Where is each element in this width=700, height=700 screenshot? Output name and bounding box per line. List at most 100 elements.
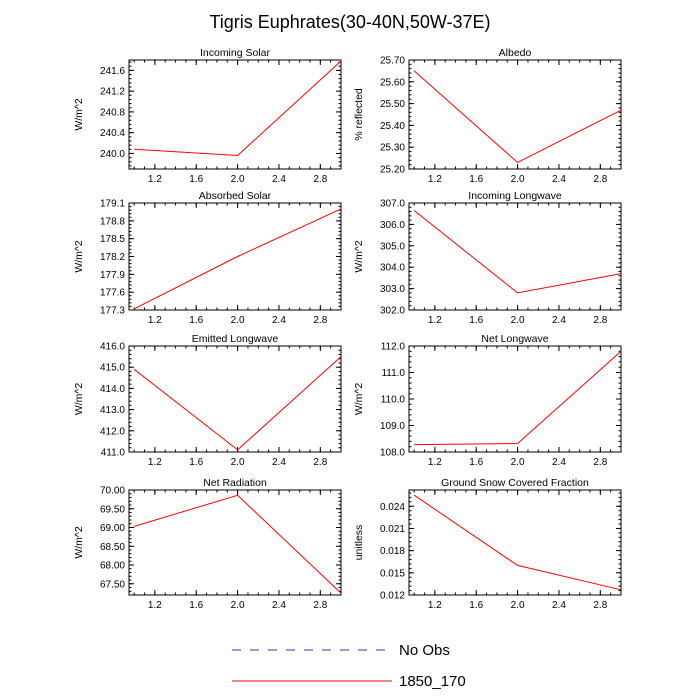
x-tick-label: 2.8 bbox=[313, 174, 327, 185]
panel-title: Ground Snow Covered Fraction bbox=[441, 477, 589, 489]
panel-title: Incoming Solar bbox=[200, 47, 271, 59]
y-axis-label: W/m^2 bbox=[353, 240, 365, 273]
x-tick-label: 2.8 bbox=[593, 457, 607, 468]
x-tick-label: 2.0 bbox=[511, 600, 525, 611]
x-tick-label: 2.0 bbox=[511, 315, 525, 326]
x-tick-label: 1.2 bbox=[148, 457, 162, 468]
y-axis-label: unitless bbox=[353, 525, 365, 561]
x-tick-label: 1.2 bbox=[428, 600, 442, 611]
x-tick-label: 1.2 bbox=[148, 174, 162, 185]
x-tick-label: 2.4 bbox=[552, 457, 566, 468]
y-tick-label: 240.4 bbox=[100, 128, 125, 139]
plot-frame bbox=[128, 59, 342, 170]
x-tick-label: 1.2 bbox=[428, 315, 442, 326]
panel-incoming-longwave: Incoming Longwave W/m^2 1.2 1.6 2.0 2.4 2.8 302… bbox=[353, 190, 622, 326]
x-tick-label: 2.0 bbox=[231, 315, 245, 326]
y-axis-label: W/m^2 bbox=[73, 240, 85, 273]
y-tick-label: 108.0 bbox=[380, 448, 405, 459]
x-tick-label: 1.6 bbox=[189, 174, 203, 185]
y-tick-label: 416.0 bbox=[100, 342, 125, 353]
plot-frame bbox=[408, 202, 622, 311]
y-axis-label: W/m^2 bbox=[73, 98, 85, 131]
y-tick-label: 178.8 bbox=[100, 216, 125, 227]
x-tick-label: 2.8 bbox=[313, 457, 327, 468]
y-tick-label: 241.6 bbox=[100, 66, 125, 77]
y-tick-label: 414.0 bbox=[100, 384, 125, 395]
y-tick-label: 412.0 bbox=[100, 426, 125, 437]
panel-title: Albedo bbox=[499, 47, 532, 59]
x-tick-label: 2.4 bbox=[272, 315, 286, 326]
x-tick-label: 1.6 bbox=[189, 315, 203, 326]
y-tick-label: 25.40 bbox=[380, 121, 405, 132]
series-line-1850-170 bbox=[413, 210, 622, 294]
y-axis-label: W/m^2 bbox=[73, 383, 85, 416]
y-tick-label: 25.20 bbox=[380, 165, 405, 176]
x-tick-label: 2.8 bbox=[593, 174, 607, 185]
y-tick-label: 111.0 bbox=[381, 368, 405, 379]
series-line-1850-170 bbox=[134, 494, 342, 594]
x-tick-label: 2.0 bbox=[231, 174, 245, 185]
x-tick-label: 1.6 bbox=[469, 174, 483, 185]
panel-net-radiation: Net Radiation W/m^2 1.2 1.6 2.0 2.4 2.8 67.50 68… bbox=[73, 477, 342, 611]
x-tick-label: 2.4 bbox=[552, 174, 566, 185]
y-tick-label: 411.0 bbox=[101, 448, 126, 459]
y-tick-label: 0.015 bbox=[380, 568, 405, 579]
panel-title: Net Longwave bbox=[481, 333, 548, 345]
y-tick-label: 240.0 bbox=[100, 149, 125, 160]
series-line-1850-170 bbox=[134, 60, 342, 157]
panel-emitted-longwave: Emitted Longwave W/m^2 1.2 1.6 2.0 2.4 2.8 411.… bbox=[73, 333, 342, 468]
y-axis-label: % reflected bbox=[353, 88, 365, 141]
y-tick-label: 177.6 bbox=[100, 288, 125, 299]
panel-ground-snow-covered-fraction: Ground Snow Covered Fraction unitless 1.2 1… bbox=[353, 477, 622, 611]
y-axis-label: W/m^2 bbox=[73, 526, 85, 559]
x-tick-label: 2.4 bbox=[272, 600, 286, 611]
y-tick-label: 305.0 bbox=[380, 241, 405, 252]
plot-frame bbox=[408, 59, 622, 170]
panel-albedo: Albedo % reflected 1.2 1.6 2.0 2.4 2.8 25.20 25.… bbox=[353, 47, 622, 185]
y-tick-label: 25.30 bbox=[380, 143, 405, 154]
plot-frame bbox=[128, 202, 342, 311]
y-tick-label: 304.0 bbox=[380, 263, 405, 274]
panel-title: Emitted Longwave bbox=[192, 333, 279, 345]
y-tick-label: 178.5 bbox=[100, 234, 125, 245]
x-tick-label: 2.8 bbox=[313, 315, 327, 326]
figure-title: Tigris Euphrates(30-40N,50W-37E) bbox=[209, 12, 490, 32]
y-tick-label: 413.0 bbox=[100, 405, 125, 416]
y-tick-label: 177.3 bbox=[100, 306, 125, 317]
x-tick-label: 1.2 bbox=[428, 174, 442, 185]
y-tick-label: 177.9 bbox=[100, 270, 125, 281]
y-tick-label: 415.0 bbox=[100, 363, 125, 374]
y-tick-label: 25.70 bbox=[380, 56, 405, 67]
y-tick-label: 69.50 bbox=[100, 504, 125, 515]
y-tick-label: 69.00 bbox=[100, 523, 125, 534]
series-line-1850-170 bbox=[413, 494, 622, 591]
legend-label-no-obs: No Obs bbox=[399, 642, 450, 659]
plot-frame bbox=[128, 345, 342, 453]
x-tick-label: 2.8 bbox=[313, 600, 327, 611]
y-tick-label: 303.0 bbox=[380, 284, 405, 295]
panel-title: Absorbed Solar bbox=[199, 190, 272, 202]
x-tick-label: 2.4 bbox=[272, 457, 286, 468]
y-axis-label: W/m^2 bbox=[353, 383, 365, 416]
y-tick-label: 178.2 bbox=[100, 252, 125, 263]
x-tick-label: 1.2 bbox=[428, 457, 442, 468]
x-tick-label: 2.0 bbox=[511, 457, 525, 468]
y-tick-label: 68.00 bbox=[100, 561, 125, 572]
x-tick-label: 1.2 bbox=[148, 315, 162, 326]
x-tick-label: 2.8 bbox=[593, 600, 607, 611]
y-tick-label: 109.0 bbox=[380, 421, 405, 432]
x-tick-label: 2.0 bbox=[231, 600, 245, 611]
y-tick-label: 112.0 bbox=[381, 342, 406, 353]
panel-grid: Incoming Solar W/m^2 1.2 1.6 2.0 2.4 2.8 240.0 2… bbox=[73, 47, 622, 611]
y-tick-label: 240.8 bbox=[100, 107, 125, 118]
y-tick-label: 70.00 bbox=[100, 486, 125, 497]
y-tick-label: 307.0 bbox=[380, 199, 405, 210]
x-tick-label: 2.0 bbox=[231, 457, 245, 468]
panel-net-longwave: Net Longwave W/m^2 1.2 1.6 2.0 2.4 2.8 108.0 109… bbox=[353, 333, 622, 468]
plot-frame bbox=[128, 489, 342, 596]
x-tick-label: 1.6 bbox=[469, 315, 483, 326]
series-line-1850-170 bbox=[413, 70, 622, 164]
y-tick-label: 0.021 bbox=[380, 524, 405, 535]
y-tick-label: 68.50 bbox=[100, 542, 125, 553]
